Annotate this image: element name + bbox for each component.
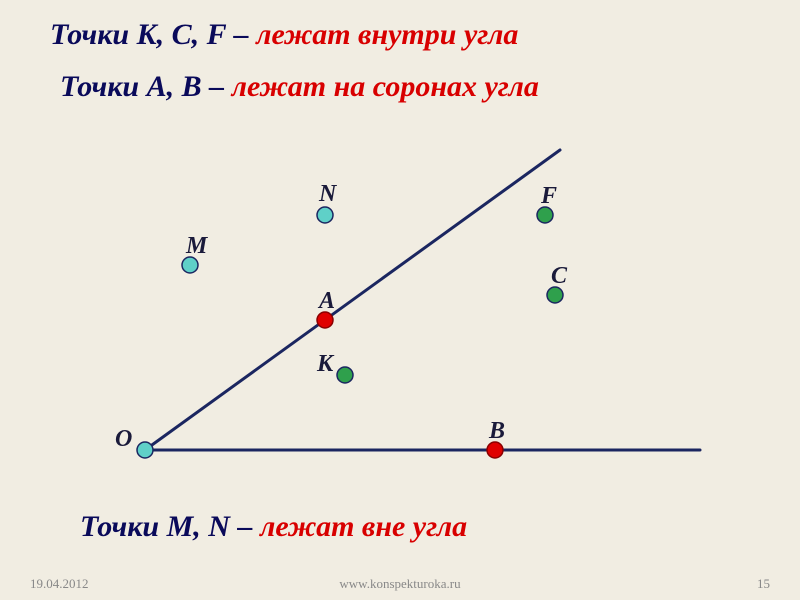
footer-date: 19.04.2012 (30, 576, 89, 592)
footer-site: www.konspekturoka.ru (339, 576, 460, 592)
point-label-C: C (551, 263, 567, 290)
point-label-K: К (317, 351, 333, 378)
slide: Точки K, C, F – лежат внутри угла Точки … (0, 0, 800, 600)
point-label-O: O (115, 426, 132, 453)
point-label-M: M (186, 233, 207, 260)
point-O (137, 442, 153, 458)
point-label-A: A (319, 288, 335, 315)
angle-ray (145, 150, 560, 450)
footer-page: 15 (757, 576, 770, 592)
point-label-B: B (489, 418, 505, 445)
angle-diagram (0, 0, 800, 600)
point-K (337, 367, 353, 383)
point-label-N: N (319, 181, 336, 208)
point-N (317, 207, 333, 223)
point-label-F: F (541, 183, 557, 210)
